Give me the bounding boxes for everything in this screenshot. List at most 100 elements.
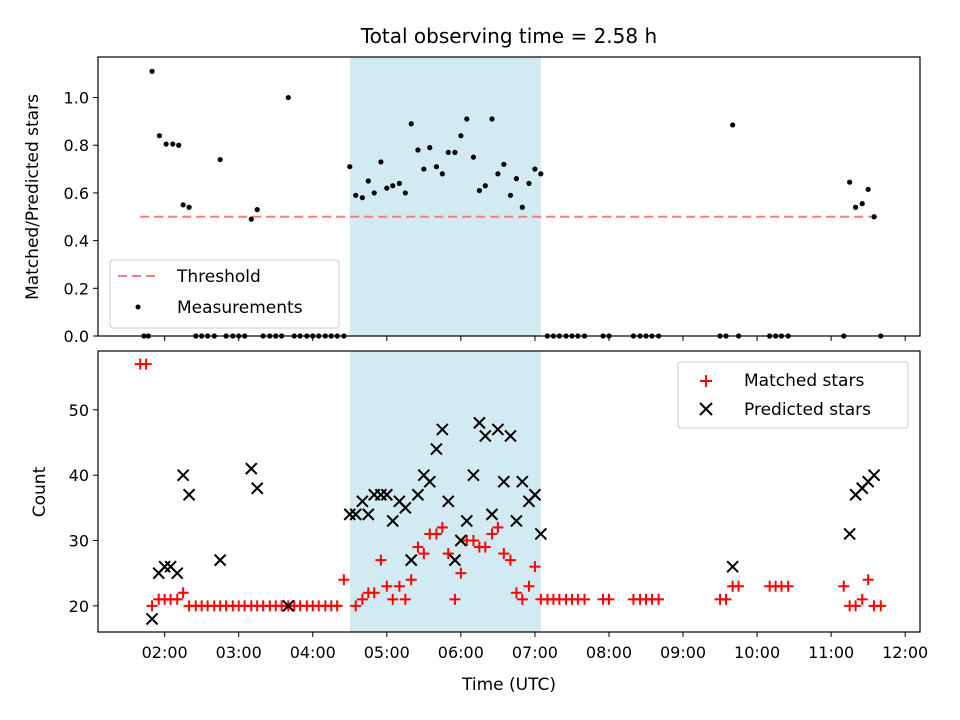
- measurement-point: [489, 116, 495, 122]
- predicted-star-point: [245, 462, 258, 475]
- measurement-point: [180, 202, 186, 208]
- top-y-tick-label: 0.6: [64, 184, 89, 203]
- predicted-star-point: [282, 599, 295, 613]
- top-legend: Threshold Measurements: [109, 259, 340, 329]
- predicted-star-point: [145, 612, 159, 626]
- matched-star-point: [862, 574, 874, 586]
- x-tick-label: 10:00: [734, 643, 780, 662]
- predicted-star-point: [442, 495, 455, 508]
- predicted-star-point: [213, 553, 227, 567]
- matched-star-point: [492, 521, 504, 533]
- matched-star-point: [436, 521, 448, 533]
- predicted-star-point: [171, 566, 184, 580]
- measurement-point: [532, 166, 538, 172]
- measurement-point: [248, 216, 254, 222]
- x-axis-label: Time (UTC): [461, 675, 556, 695]
- matched-star-point: [146, 600, 158, 612]
- measurement-point: [402, 190, 408, 196]
- matched-star-point: [838, 580, 850, 592]
- matched-star-point: [467, 535, 479, 547]
- bottom-y-tick-label: 20: [69, 597, 89, 616]
- measurement-point: [847, 179, 853, 185]
- matched-star-point: [455, 567, 467, 579]
- x-tick-label: 05:00: [364, 643, 410, 662]
- predicted-star-point: [485, 508, 499, 521]
- bottom-y-tick-label: 30: [69, 532, 89, 551]
- matched-star-point: [356, 593, 368, 605]
- predicted-star-point: [491, 423, 505, 436]
- matched-star-point: [653, 593, 665, 605]
- chart-title: Total observing time = 2.58 h: [360, 24, 657, 48]
- matched-star-point: [733, 580, 745, 592]
- top-y-tick-label: 0.2: [64, 279, 89, 298]
- measurement-point: [519, 204, 525, 210]
- bottom-shaded-interval: [349, 351, 541, 632]
- matched-star-point: [523, 580, 535, 592]
- matched-star-point: [449, 593, 461, 605]
- matched-star-point: [412, 541, 424, 553]
- measurement-point: [501, 161, 507, 167]
- bottom-plot-frame: [97, 350, 921, 633]
- top-y-ticks: 0.0 0.2 0.4 0.6 0.8 1.0: [64, 89, 98, 346]
- measurement-point: [163, 141, 169, 147]
- x-tick-label: 02:00: [142, 643, 188, 662]
- predicted-star-point: [460, 514, 473, 528]
- legend-matched-swatch: [700, 375, 712, 387]
- measurement-point: [396, 180, 402, 186]
- measurement-point: [186, 204, 192, 210]
- matched-star-point: [442, 548, 454, 560]
- matched-star-point: [140, 358, 152, 370]
- predicted-star-point: [411, 488, 425, 501]
- top-y-tick-label: 0.4: [64, 232, 89, 251]
- predicted-star-point: [423, 475, 436, 488]
- measurement-point: [433, 164, 440, 170]
- measurement-point: [482, 183, 488, 189]
- predicted-star-point: [362, 508, 375, 521]
- bottom-y-tick-label: 40: [69, 466, 89, 485]
- measurement-point: [445, 149, 451, 155]
- measurement-point: [470, 154, 477, 160]
- matched-star-point: [486, 528, 498, 540]
- x-tick-label: 08:00: [586, 643, 632, 662]
- x-tick-label: 11:00: [808, 643, 854, 662]
- matched-star-point: [331, 600, 343, 612]
- predicted-star-point: [843, 527, 856, 541]
- predicted-star-point: [251, 482, 264, 495]
- measurement-point: [458, 133, 464, 139]
- measurement-point: [347, 164, 353, 170]
- bottom-y-tick-label: 50: [69, 401, 89, 420]
- measurement-point: [170, 141, 176, 147]
- measurement-point: [452, 149, 458, 155]
- top-panel: 0.0 0.2 0.4 0.6 0.8 1.0 Matched/Predicted sta…: [23, 56, 921, 346]
- matched-star-point: [529, 561, 541, 573]
- predicted-star-point: [349, 508, 362, 521]
- measurement-point: [176, 142, 182, 148]
- x-tick-label: 03:00: [216, 643, 262, 662]
- measurement-point: [865, 186, 871, 192]
- predicted-star-point: [448, 553, 462, 567]
- matched-star-point: [782, 580, 794, 592]
- predicted-star-point: [504, 429, 517, 443]
- legend-predicted-swatch: [699, 402, 713, 416]
- measurement-point: [408, 121, 414, 127]
- legend-threshold-label: Threshold: [176, 267, 261, 287]
- matched-star-point: [479, 541, 491, 553]
- legend-measurements-swatch: [135, 304, 141, 310]
- predicted-star-point: [182, 488, 196, 501]
- predicted-star-point: [516, 475, 529, 488]
- matched-star-point: [850, 600, 862, 612]
- measurement-point: [149, 68, 155, 74]
- measurement-point: [538, 171, 544, 177]
- legend-measurements-label: Measurements: [177, 298, 303, 318]
- matched-star-point: [171, 593, 183, 605]
- matched-star-point: [381, 580, 393, 592]
- matched-star-point: [393, 580, 405, 592]
- measurement-point: [285, 94, 291, 101]
- x-tick-label: 12:00: [882, 643, 928, 662]
- measurement-point: [526, 180, 532, 186]
- measurement-point: [871, 214, 877, 220]
- x-tick-label: 06:00: [438, 643, 484, 662]
- predicted-star-point: [399, 501, 412, 515]
- matched-star-point: [338, 574, 350, 586]
